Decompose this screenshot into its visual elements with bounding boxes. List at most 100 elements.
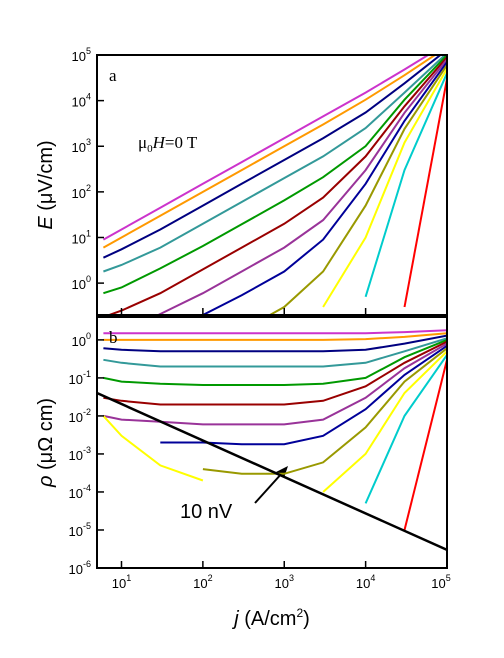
text-part: -3 [83,445,91,455]
data-line [102,55,431,241]
data-line [156,58,447,315]
text-part: -1 [83,369,91,379]
data-line [103,332,447,341]
data-line [322,350,447,493]
panel-label: b [109,328,118,347]
text-part: 0 [147,143,153,155]
text-part: 10 [69,372,83,387]
x-tick-label: 105 [431,573,450,591]
text-part: (A/cm [239,608,297,630]
text-part: 10 [72,49,86,64]
data-line [103,340,447,406]
text-part: =0 T [165,133,198,152]
text-part: 4 [86,92,91,102]
data-line [403,359,447,531]
text-part: 10 [69,524,83,539]
y-tick-label: 102 [72,183,91,201]
y-tick-label: 10-4 [69,483,91,501]
data-line [202,347,447,475]
y-tick-label: 104 [72,92,91,110]
data-line [102,415,204,482]
y-tick-label: 10-2 [69,407,91,425]
text-part: 3 [289,573,294,583]
data-line [103,334,447,353]
data-line [364,72,447,298]
plot-frame [96,54,448,316]
text-part: 10 [356,576,370,591]
x-axis-label: j (A/cm2) [231,606,310,630]
text-part: 10 [112,576,126,591]
text-part: 10 [72,186,86,201]
text-part: 0 [86,331,91,341]
x-tick-label: 104 [356,573,375,591]
x-tick-label: 103 [275,573,294,591]
text-part: 10 [72,334,86,349]
reference-line [97,391,447,552]
text-part: 10 [431,576,445,591]
annotation: 10 nV [180,501,233,523]
text-part: (μΩ cm) [35,398,57,476]
data-line [267,64,447,315]
data-line [322,68,447,308]
text-part: 10 [69,410,83,425]
y-tick-label: 100 [72,274,91,292]
y-tick-label: 10-6 [69,559,91,577]
y-tick-label: 10-1 [69,369,91,387]
text-part: 10 [69,562,83,577]
y-tick-label: 101 [72,228,91,246]
y-tick-label: 105 [72,46,91,64]
data-line [103,329,447,335]
y-tick-label: 10-3 [69,445,91,463]
text-part: 4 [370,573,375,583]
text-part: 2 [86,183,91,193]
text-part: -2 [83,407,91,417]
text-part: 3 [86,137,91,147]
text-part: 0 [86,274,91,284]
text-part: 1 [126,573,131,583]
text-part: E [35,216,57,230]
annotation: μ0H=0 T [138,133,198,155]
text-part: H [152,133,167,152]
text-part: ρ [35,476,57,488]
panel-label: a [109,66,117,85]
text-part: ) [303,608,310,630]
data-line [364,354,447,504]
text-part: 5 [446,573,451,583]
data-line [200,61,447,315]
data-line [103,55,447,295]
data-line [106,56,447,315]
text-part: 1 [86,228,91,238]
data-line [103,338,447,386]
data-line [403,78,447,308]
text-part: j [231,608,239,630]
text-part: -6 [83,559,91,569]
text-part: 10 [72,95,86,110]
data-line [102,55,443,259]
text-part: 10 [72,277,86,292]
text-part: 2 [296,606,303,620]
arrow-head [276,466,288,478]
text-part: 10 [193,576,207,591]
text-part: 5 [86,46,91,56]
text-part: 10 [72,140,86,155]
x-tick-label: 101 [112,573,131,591]
data-line [103,342,447,426]
text-part: 10 [275,576,289,591]
text-part: 10 [69,448,83,463]
plot-frame [96,316,448,569]
y-axis-label: ρ (μΩ cm) [35,398,57,488]
text-part: 10 [72,231,86,246]
text-part: μ [138,133,147,152]
y-tick-label: 10-5 [69,521,91,539]
data-line [103,337,447,368]
data-line [102,55,437,249]
y-axis-label: E (μV/cm) [35,140,57,229]
text-part: -5 [83,521,91,531]
text-part: 10 [69,486,83,501]
annotation-arrow [254,471,284,504]
text-part: 2 [208,573,213,583]
data-line [103,55,447,273]
text-part: (μV/cm) [35,140,57,216]
y-tick-label: 103 [72,137,91,155]
